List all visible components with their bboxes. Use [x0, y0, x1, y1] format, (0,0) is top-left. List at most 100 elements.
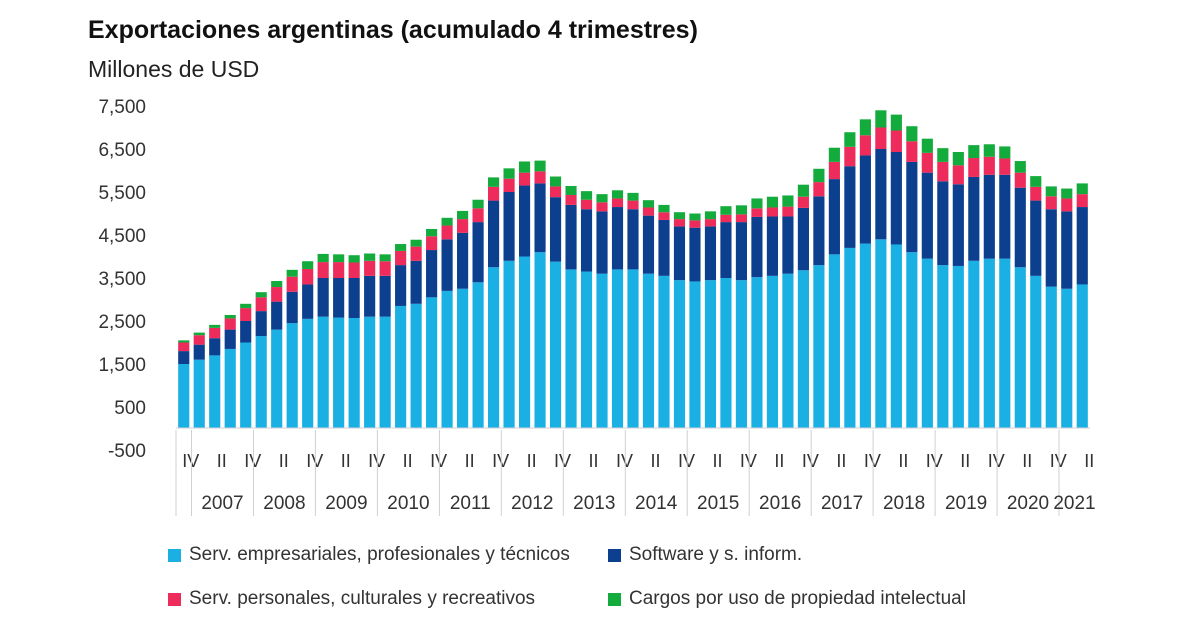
bar-segment-1 [518, 185, 531, 257]
bar-segment-3 [441, 217, 453, 226]
bar-segment-2 [255, 297, 267, 312]
bar-segment-0 [441, 290, 453, 429]
quarter-label: IV [740, 451, 757, 471]
year-label: 2008 [263, 493, 305, 514]
bar-segment-3 [983, 144, 995, 157]
bar-segment-3 [751, 198, 763, 209]
bar-segment-0 [890, 244, 902, 429]
bar-segment-3 [518, 161, 531, 173]
bar-segment-3 [178, 340, 190, 343]
bar-segment-2 [209, 327, 221, 339]
bar-segment-1 [193, 344, 205, 360]
year-label: 2021 [1053, 493, 1095, 514]
bar-segment-0 [735, 280, 748, 429]
bar-segment-3 [720, 206, 732, 215]
quarter-label: IV [244, 451, 261, 471]
bar-segment-2 [1030, 186, 1042, 201]
bar-segment-0 [766, 275, 778, 429]
legend-swatch-propiedad-intelectual [608, 592, 621, 606]
legend-item-empresariales: Serv. empresariales, profesionales y téc… [168, 544, 570, 566]
bar-segment-1 [611, 207, 624, 270]
legend-item-propiedad-intelectual: Cargos por uso de propiedad intelectual [608, 588, 966, 610]
bar-segment-3 [1045, 186, 1057, 197]
bar-segment-0 [457, 288, 469, 429]
bar-segment-1 [286, 291, 298, 324]
bar-segment-1 [689, 227, 701, 282]
bar-segment-2 [813, 182, 825, 197]
bar-segment-0 [1014, 267, 1026, 429]
bar-segment-0 [952, 265, 964, 429]
quarter-label: II [712, 451, 722, 471]
y-tick-label: 500 [114, 398, 146, 419]
bar-segment-1 [813, 196, 825, 266]
bar-segment-3 [1061, 188, 1073, 199]
bar-segment-1 [658, 219, 670, 276]
bar-segment-3 [1076, 183, 1088, 195]
bar-segment-3 [766, 196, 778, 208]
bar-segment-1 [828, 179, 840, 255]
bar-segment-1 [503, 192, 515, 261]
quarter-label: IV [492, 451, 509, 471]
bar-segment-0 [596, 273, 608, 429]
bar-segment-1 [627, 209, 639, 270]
bar-segment-0 [255, 336, 267, 429]
bar-segment-0 [178, 364, 190, 429]
bar-segment-2 [797, 196, 809, 208]
bar-segment-0 [1045, 286, 1057, 429]
bar-segment-2 [704, 219, 717, 227]
bar-segment-2 [611, 198, 624, 208]
bar-segment-0 [689, 281, 701, 429]
bar-segment-0 [271, 329, 283, 429]
year-label: 2020 [1007, 493, 1049, 514]
bar-segment-3 [611, 190, 624, 199]
bar-segment-1 [580, 209, 593, 272]
year-label: 2010 [387, 493, 429, 514]
bar-segment-0 [627, 269, 639, 429]
bar-segment-1 [751, 216, 763, 278]
bar-segment-2 [952, 165, 964, 185]
bar-segment-0 [658, 275, 670, 429]
bar-segment-0 [518, 256, 531, 429]
legend-swatch-software [608, 548, 621, 562]
bar-segment-3 [642, 200, 655, 208]
bar-segment-1 [937, 181, 949, 266]
bar-segment-1 [410, 260, 422, 304]
bar-segment-2 [333, 262, 345, 278]
bar-segment-3 [286, 269, 298, 277]
bar-segment-3 [813, 168, 825, 183]
legend-item-personales: Serv. personales, culturales y recreativ… [168, 588, 535, 610]
bar-segment-0 [611, 269, 624, 429]
bar-segment-3 [999, 146, 1011, 159]
year-label: 2019 [945, 493, 987, 514]
bar-segment-1 [906, 161, 918, 253]
bar-segment-0 [906, 252, 918, 429]
bar-segment-1 [766, 216, 778, 276]
bar-segment-3 [658, 204, 670, 213]
bar-segment-2 [457, 219, 469, 233]
quarter-label: IV [802, 451, 819, 471]
bar-segment-0 [410, 303, 422, 429]
bar-segment-2 [565, 195, 577, 205]
bar-segment-0 [379, 316, 391, 429]
year-label: 2012 [511, 493, 553, 514]
quarter-label: II [836, 451, 846, 471]
bar-segment-3 [565, 185, 577, 196]
bar-segment-1 [209, 338, 221, 356]
year-label: 2007 [201, 493, 243, 514]
bar-segment-1 [271, 301, 283, 330]
quarter-label: II [898, 451, 908, 471]
bar-segment-1 [673, 226, 686, 281]
bar-segment-3 [890, 114, 902, 131]
bar-segment-2 [271, 287, 283, 302]
bar-segment-3 [333, 254, 345, 263]
bar-segment-1 [1061, 211, 1073, 289]
bar-segment-1 [844, 166, 856, 248]
bar-segment-1 [565, 204, 577, 270]
bar-segment-2 [1045, 196, 1057, 210]
legend-label-propiedad-intelectual: Cargos por uso de propiedad intelectual [629, 588, 966, 609]
y-tick-label: 2,500 [98, 312, 146, 333]
bar-segment-2 [503, 178, 515, 192]
bar-segment-2 [828, 161, 840, 180]
bar-segment-0 [999, 258, 1011, 429]
bar-segment-0 [317, 316, 329, 429]
